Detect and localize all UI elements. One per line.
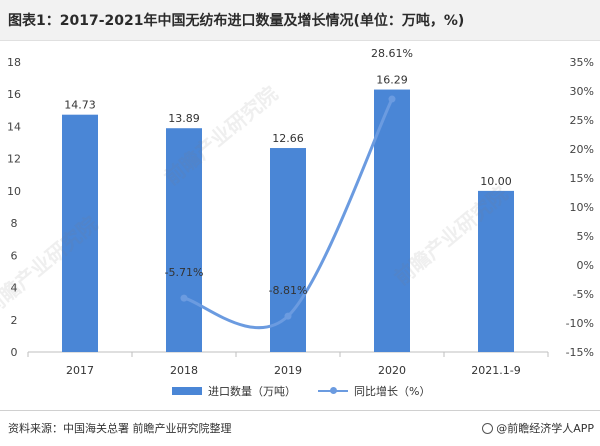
right-axis-tick-label: 20%	[570, 143, 594, 156]
brand-credit: @前瞻经济学人APP	[482, 420, 594, 436]
left-axis-tick-label: 8	[11, 217, 18, 230]
growth-value-label: -8.81%	[269, 284, 308, 297]
right-axis-tick-label: 30%	[570, 85, 594, 98]
right-axis-tick-label: 15%	[570, 172, 594, 185]
bar-value-label: 16.29	[376, 74, 408, 87]
x-axis-tick-label: 2018	[170, 364, 198, 377]
bar	[478, 190, 514, 352]
bar-value-label: 12.66	[272, 132, 304, 145]
footer-divider	[0, 410, 600, 411]
x-axis-tick-label: 2020	[378, 364, 406, 377]
right-axis-tick-label: 5%	[577, 230, 594, 243]
x-axis-tick-label: 2021.1-9	[471, 364, 520, 377]
right-axis-tick-label: -10%	[566, 317, 594, 330]
right-axis-tick-label: 25%	[570, 114, 594, 127]
legend-item-line: 同比增长（%）	[318, 381, 430, 401]
right-axis-tick-label: 0%	[577, 259, 594, 272]
right-axis-tick-label: -15%	[566, 346, 594, 359]
growth-line	[182, 97, 394, 330]
bar	[62, 114, 98, 352]
left-axis-tick-label: 6	[11, 249, 18, 262]
bar	[166, 128, 202, 352]
title-bar: 图表1：2017-2021年中国无纺布进口数量及增长情况(单位：万吨，%)	[0, 0, 600, 41]
chart-title: 图表1：2017-2021年中国无纺布进口数量及增长情况(单位：万吨，%)	[8, 13, 465, 29]
left-axis-tick-label: 16	[7, 88, 21, 101]
left-axis-tick-label: 18	[7, 56, 21, 69]
x-axis-tick-label: 2017	[66, 364, 94, 377]
left-axis-tick-label: 0	[11, 346, 18, 359]
left-axis-tick-label: 10	[7, 185, 21, 198]
legend-line-label: 同比增长（%）	[354, 385, 431, 398]
legend: 进口数量（万吨） 同比增长（%）	[0, 381, 600, 401]
brand-text: @前瞻经济学人APP	[496, 422, 594, 435]
growth-point	[284, 312, 292, 320]
bar-value-label: 10.00	[480, 175, 512, 188]
bar-value-label: 13.89	[168, 112, 200, 125]
brand-logo-icon	[482, 422, 494, 434]
legend-bar-label: 进口数量（万吨）	[208, 385, 296, 398]
left-axis-tick-label: 2	[11, 314, 18, 327]
legend-item-bar: 进口数量（万吨）	[172, 381, 296, 401]
source-note: 资料来源：中国海关总署 前瞻产业研究院整理	[8, 422, 232, 435]
footer: 资料来源：中国海关总署 前瞻产业研究院整理 @前瞻经济学人APP	[0, 412, 600, 446]
bar	[270, 148, 306, 352]
growth-point	[388, 95, 396, 103]
chart-svg: 0 2 4 6 8 10 12 14 16 18 -15% -10% -5% 0% 5% 10% 15% 20% 2…	[7, 47, 594, 377]
right-axis-tick-label: -5%	[573, 288, 594, 301]
left-axis-tick-label: 14	[7, 120, 21, 133]
right-axis-tick-label: 10%	[570, 201, 594, 214]
bar-value-label: 14.73	[64, 99, 96, 112]
right-axis-tick-label: 35%	[570, 56, 594, 69]
legend-bar-swatch	[172, 387, 202, 395]
legend-line-swatch	[318, 386, 348, 396]
growth-value-label: 28.61%	[371, 47, 413, 60]
growth-point	[180, 294, 188, 302]
x-axis-tick-label: 2019	[274, 364, 302, 377]
left-axis-tick-label: 4	[11, 282, 18, 295]
growth-value-label: -5.71%	[165, 266, 204, 279]
bar	[374, 89, 410, 353]
left-axis-tick-label: 12	[7, 153, 21, 166]
